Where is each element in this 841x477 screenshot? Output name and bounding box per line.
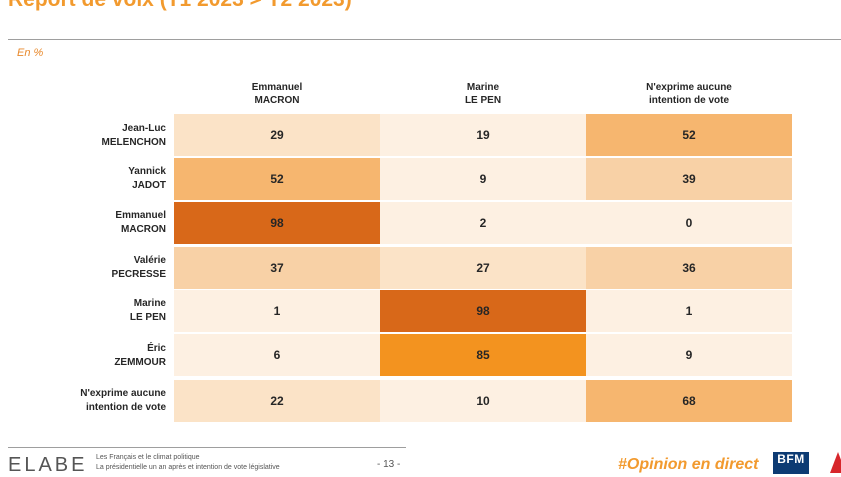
table-cell: 27	[380, 247, 586, 289]
row-header-pecresse: Valérie PECRESSE	[30, 254, 166, 282]
row-header-le-pen: Marine LE PEN	[30, 297, 166, 325]
row-header-line1: Marine	[133, 298, 166, 309]
header-divider	[8, 39, 841, 40]
column-header-line2: intention de vote	[649, 95, 729, 106]
footer-divider	[8, 447, 406, 448]
column-header-line2: LE PEN	[464, 95, 502, 106]
table-cell: 1	[586, 290, 792, 332]
row-header-line2: PECRESSE	[111, 269, 166, 280]
row-header-line1: Jean-Luc	[122, 123, 166, 134]
table-cell: 85	[380, 334, 586, 376]
page-number: - 13 -	[377, 459, 401, 470]
row-header-line2: LE PEN	[129, 312, 166, 323]
table-cell: 52	[174, 158, 380, 200]
column-header-line1: Emmanuel	[251, 82, 303, 93]
table-cell: 1	[174, 290, 380, 332]
column-header-le-pen: Marine LE PEN	[380, 81, 586, 107]
footer-study-subtitle: La présidentielle un an après et intenti…	[96, 464, 280, 471]
table-cell: 29	[174, 114, 380, 156]
column-header-macron: Emmanuel MACRON	[174, 81, 380, 107]
column-header-line1: N'exprime aucune	[646, 82, 732, 93]
row-header-line2: ZEMMOUR	[114, 357, 166, 368]
footer-study-title: Les Français et le climat politique	[96, 454, 200, 461]
row-header-line2: MELENCHON	[101, 137, 166, 148]
row-header-jadot: Yannick JADOT	[30, 165, 166, 193]
table-cell: 0	[586, 202, 792, 244]
row-header-line2: JADOT	[132, 180, 166, 191]
table-cell: 52	[586, 114, 792, 156]
bfm-logo: BFM	[773, 452, 809, 474]
column-header-no-intention: N'exprime aucune intention de vote	[586, 81, 792, 107]
table-cell: 36	[586, 247, 792, 289]
row-header-line1: Valérie	[133, 255, 166, 266]
column-header-line1: Marine	[466, 82, 500, 93]
table-cell: 6	[174, 334, 380, 376]
row-header-macron: Emmanuel MACRON	[30, 209, 166, 237]
row-header-zemmour: Éric ZEMMOUR	[30, 342, 166, 370]
row-header-melenchon: Jean-Luc MELENCHON	[30, 122, 166, 150]
row-header-line1: Emmanuel	[115, 210, 166, 221]
table-cell: 9	[380, 158, 586, 200]
hashtag-label: #Opinion en direct	[618, 456, 759, 473]
table-cell: 22	[174, 380, 380, 422]
column-header-line2: MACRON	[254, 95, 300, 106]
partner-logo-mark	[830, 452, 841, 473]
row-header-line2: MACRON	[121, 224, 166, 235]
row-header-line2: intention de vote	[86, 402, 166, 413]
table-cell: 19	[380, 114, 586, 156]
table-cell: 39	[586, 158, 792, 200]
table-cell: 2	[380, 202, 586, 244]
row-header-line1: N'exprime aucune	[80, 388, 166, 399]
table-cell: 98	[380, 290, 586, 332]
table-cell: 37	[174, 247, 380, 289]
row-header-line1: Yannick	[128, 166, 166, 177]
row-header-line1: Éric	[147, 343, 166, 354]
unit-label: En %	[17, 47, 44, 59]
page-title: Report de voix (T1 2023 > T2 2023)	[8, 0, 352, 12]
table-cell: 10	[380, 380, 586, 422]
table-cell: 98	[174, 202, 380, 244]
row-header-no-intention: N'exprime aucune intention de vote	[30, 387, 166, 415]
table-cell: 9	[586, 334, 792, 376]
table-cell: 68	[586, 380, 792, 422]
elabe-logo: ELABE	[8, 454, 88, 476]
